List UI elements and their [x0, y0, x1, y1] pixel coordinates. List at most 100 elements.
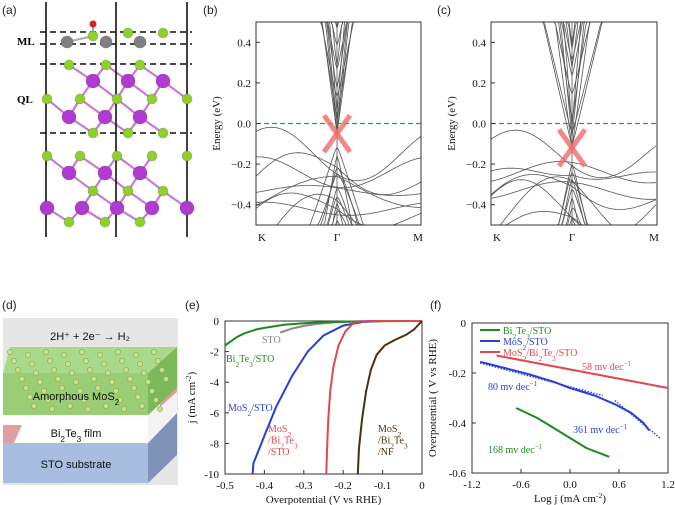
mos2-atom	[59, 385, 65, 391]
bi-atom	[61, 165, 77, 181]
te-atom	[146, 93, 158, 105]
x-tick-label: -0.6	[512, 479, 530, 491]
mos2-atom	[47, 358, 53, 364]
mos2-atom	[55, 376, 61, 382]
surface-band	[256, 22, 421, 114]
y-tick-label: 0.4	[237, 37, 251, 49]
panel-label-e: (e)	[185, 298, 200, 312]
te-atom	[87, 30, 99, 42]
te-atom	[100, 59, 112, 71]
panel-label-b: (b)	[203, 3, 218, 17]
x-tick-label: -0.4	[256, 480, 274, 492]
mos2-atom	[77, 388, 83, 394]
mos2-atom	[103, 403, 109, 409]
dirac-cone-mark	[321, 113, 353, 154]
bi-atom	[132, 109, 148, 125]
panel-label-f: (f)	[430, 298, 441, 312]
mos2-atom	[157, 406, 163, 412]
mos2-atom	[101, 361, 107, 367]
panel-label-c: (c)	[437, 3, 451, 17]
te-atom	[122, 127, 134, 139]
conduction-band	[491, 22, 656, 133]
mos2-atom	[95, 385, 101, 391]
valence-band	[256, 210, 421, 225]
mos2-atom	[131, 385, 137, 391]
conduction-band	[256, 22, 421, 88]
y-tick-label: −0.2	[466, 159, 486, 171]
valence-band	[256, 147, 421, 225]
mos2-atom	[29, 361, 35, 367]
valence-band	[256, 219, 421, 225]
te-atom	[41, 93, 53, 105]
valence-band	[491, 188, 656, 225]
valence-band	[256, 201, 421, 225]
deep-band	[491, 179, 657, 225]
ql-label: QL	[17, 94, 33, 106]
y-tick-label: -0.6	[449, 468, 467, 480]
valence-band	[491, 196, 656, 225]
bi-atom	[155, 73, 171, 89]
legend-entry: MoS2/STO	[503, 337, 548, 352]
y-tick-label: 0.4	[472, 37, 486, 49]
deep-band	[256, 185, 421, 196]
mos2-atom	[23, 385, 29, 391]
x-tick-label: 1.2	[661, 479, 675, 491]
x-tick-label: -1.2	[463, 479, 480, 491]
bi-atom	[97, 109, 113, 125]
mos2-atom	[25, 352, 31, 358]
y-tick-label: 0.2	[472, 78, 486, 90]
k-point-label: Γ	[569, 232, 575, 244]
mos2-atom	[119, 358, 125, 364]
valence-band	[256, 187, 421, 225]
mos2-atom	[115, 349, 121, 355]
curve-annotation: MoS2/Bi2Te3/STO	[268, 424, 298, 458]
mos2-atom	[145, 379, 151, 385]
x-tick-label: 0.6	[612, 479, 626, 491]
te-atom	[74, 93, 86, 105]
mos2-atom	[91, 376, 97, 382]
x-tick-label: 0.0	[563, 479, 577, 491]
x-tick-label: -0.5	[216, 480, 234, 492]
bi-atom	[74, 200, 90, 216]
mos2-atom	[81, 397, 87, 403]
valence-band	[256, 166, 421, 225]
te-atom	[87, 127, 99, 139]
te-atom	[41, 150, 53, 162]
deep-band	[491, 211, 656, 225]
legend-entry: MoS2/Bi2Te3/STO	[503, 348, 577, 363]
y-axis-label: Energy (eV)	[446, 96, 458, 151]
y-tick-label: -2	[210, 347, 219, 359]
x-axis-label: Overpotential (V vs RHE)	[266, 494, 382, 505]
deep-band	[256, 201, 421, 216]
mos2-atom	[153, 397, 159, 403]
curve-annotation: Bi2Te3/STO	[226, 354, 274, 369]
te-atom	[74, 150, 86, 162]
surface-band	[491, 22, 656, 128]
sto-side-face	[148, 413, 177, 483]
series-line-mos2-bi2te3-sto	[325, 320, 422, 475]
valence-band	[256, 173, 421, 225]
mos2-atom	[139, 403, 145, 409]
mos2-atom	[155, 358, 161, 364]
mos2-atom	[87, 367, 93, 373]
y-tick-label: -10	[204, 469, 219, 481]
conduction-band	[491, 22, 656, 68]
valence-band	[491, 207, 656, 225]
y-tick-label: -6	[210, 408, 220, 420]
layer-bi2te3-label: Bi2Te3 film	[51, 428, 102, 444]
mos2-atoms	[7, 349, 169, 412]
mos2-atom	[149, 388, 155, 394]
conduction-band	[256, 22, 421, 118]
y-tick-label: 0	[461, 318, 467, 330]
curve-annotation: MoS2/STO	[228, 403, 273, 418]
y-tick-label: −0.4	[466, 200, 486, 212]
te-atom	[157, 185, 169, 197]
mos2-atom	[109, 379, 115, 385]
y-tick-label: −0.2	[231, 159, 251, 171]
te-atom	[122, 27, 134, 39]
y-axis-label: Overpotential ( V vs RHE)	[427, 339, 439, 457]
bi-atom	[144, 200, 160, 216]
sto-front-face	[3, 443, 148, 483]
valence-band	[491, 163, 656, 225]
